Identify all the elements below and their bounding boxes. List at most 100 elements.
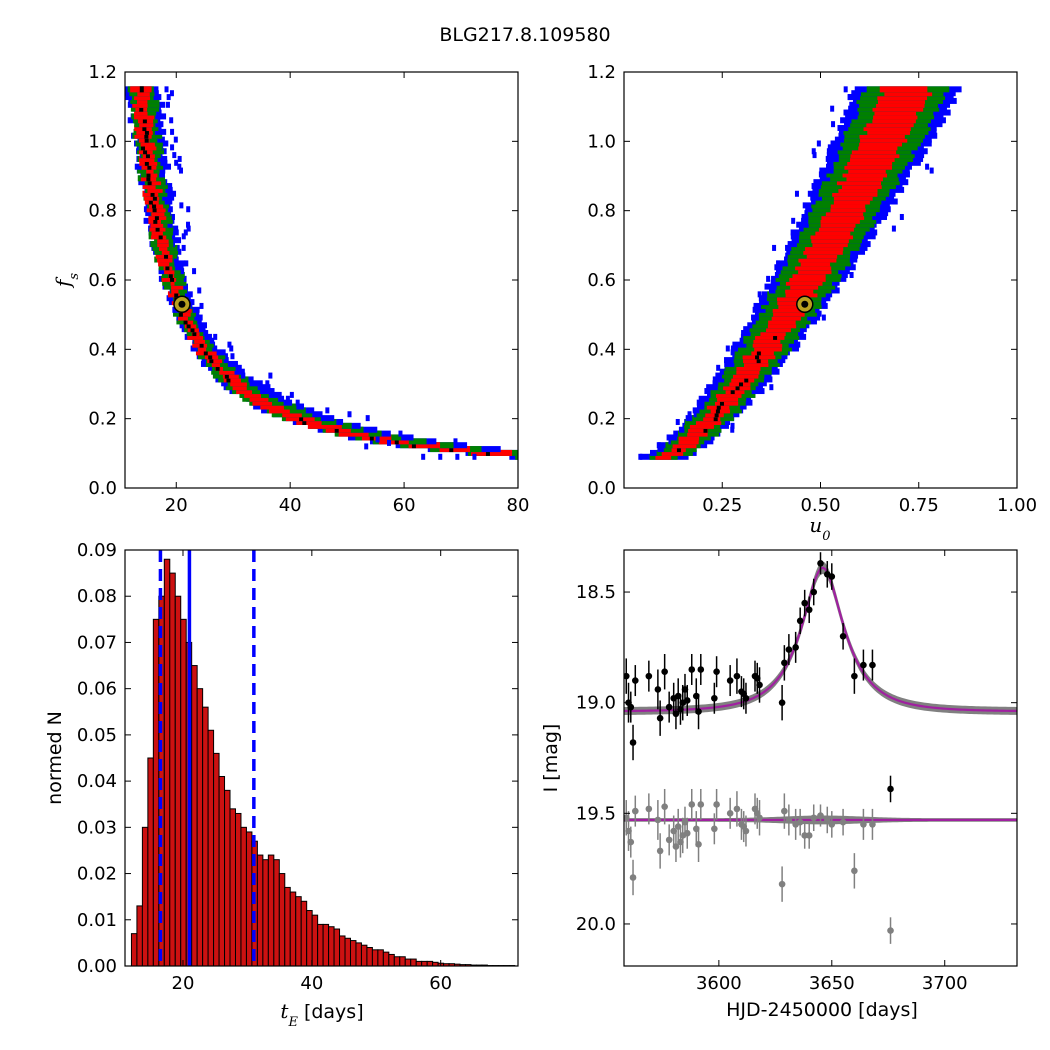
sample-point bbox=[140, 144, 145, 151]
histogram-bar bbox=[399, 956, 406, 966]
cell-band bbox=[805, 244, 844, 251]
cell-band bbox=[523, 454, 556, 460]
histogram-bar bbox=[404, 958, 412, 966]
cell-band bbox=[207, 357, 223, 364]
cell-speck bbox=[197, 287, 202, 294]
cell-speck bbox=[535, 446, 539, 452]
data-point bbox=[654, 686, 662, 693]
cell-speck bbox=[164, 86, 169, 93]
cell-band bbox=[223, 376, 241, 383]
sample-point bbox=[150, 190, 155, 197]
cell-speck bbox=[472, 453, 477, 460]
histogram-bar bbox=[273, 859, 280, 966]
cell-band bbox=[850, 155, 895, 162]
histogram-bar bbox=[169, 572, 176, 966]
p2-ytick-label: 0.07 bbox=[77, 632, 117, 653]
cell-band bbox=[790, 283, 819, 290]
data-point bbox=[869, 661, 876, 669]
cell-band bbox=[222, 372, 239, 379]
residual-point bbox=[756, 814, 763, 822]
cell-speck bbox=[177, 163, 182, 170]
histogram-bar bbox=[191, 665, 198, 966]
cell-band bbox=[743, 357, 769, 364]
cell-speck bbox=[847, 94, 852, 101]
cell-band bbox=[866, 121, 914, 128]
cell-band bbox=[810, 233, 854, 240]
cell-speck bbox=[199, 302, 204, 309]
cell-band bbox=[705, 411, 724, 418]
cell-speck bbox=[227, 341, 232, 348]
cell-speck bbox=[213, 333, 218, 340]
cell-band bbox=[134, 109, 148, 116]
histogram-bar bbox=[163, 558, 171, 966]
cell-band bbox=[170, 279, 175, 286]
histogram-bar bbox=[317, 923, 324, 966]
histogram-bar bbox=[295, 896, 302, 966]
cell-band bbox=[185, 318, 194, 325]
sample-point bbox=[145, 152, 150, 159]
cell-speck bbox=[438, 453, 443, 460]
light-curve-layer bbox=[624, 552, 1017, 944]
cell-band bbox=[879, 86, 928, 93]
data-point bbox=[817, 559, 824, 567]
residual-point bbox=[688, 801, 696, 808]
residual-point bbox=[627, 838, 635, 846]
cell-speck bbox=[821, 314, 826, 321]
residual-point bbox=[823, 816, 831, 824]
cell-band bbox=[820, 217, 860, 224]
sample-point bbox=[144, 159, 149, 166]
cell-speck bbox=[170, 144, 175, 151]
cell-speck bbox=[730, 426, 735, 433]
cell-band bbox=[696, 418, 722, 425]
sample-point bbox=[485, 449, 490, 456]
cell-band bbox=[142, 190, 159, 197]
cell-band bbox=[158, 260, 170, 267]
residual-point bbox=[733, 805, 741, 813]
data-point bbox=[742, 694, 750, 702]
sample-point bbox=[139, 86, 144, 93]
histogram-bar bbox=[141, 826, 149, 966]
sample-point bbox=[744, 376, 749, 383]
residual-point bbox=[860, 821, 867, 828]
p1-xtick-label: 0.50 bbox=[800, 495, 840, 516]
residual-point bbox=[629, 874, 637, 881]
data-point bbox=[665, 703, 673, 711]
sample-point bbox=[152, 206, 157, 213]
cell-speck bbox=[230, 353, 235, 360]
cell-speck bbox=[849, 272, 854, 279]
cell-band bbox=[194, 337, 206, 344]
residual-point bbox=[805, 832, 813, 839]
cell-band bbox=[244, 391, 262, 398]
residual-point bbox=[695, 840, 702, 848]
histogram-bar bbox=[284, 886, 291, 966]
cell-speck bbox=[184, 260, 189, 267]
p1-ytick-label: 0.2 bbox=[587, 409, 616, 430]
data-point bbox=[656, 714, 664, 722]
residual-point bbox=[817, 812, 824, 819]
cell-band bbox=[179, 310, 191, 317]
cell-band bbox=[151, 229, 163, 236]
cell-band bbox=[198, 345, 207, 352]
ylabel-I-mag: I [mag] bbox=[540, 724, 562, 793]
cell-band bbox=[157, 256, 173, 263]
cell-speck bbox=[166, 94, 171, 101]
cell-band bbox=[167, 291, 180, 298]
sample-point bbox=[299, 415, 304, 422]
residual-point bbox=[654, 816, 662, 824]
heatmap-cells bbox=[125, 86, 556, 460]
histogram-bar bbox=[224, 789, 231, 966]
cell-band bbox=[766, 326, 791, 333]
panel-light-curve: 3600 3650 3700 18.5 19.0 19.5 20.0 I [mag] HJD… bbox=[540, 549, 1018, 1021]
p0-xtick-label: 80 bbox=[507, 495, 530, 516]
cell-band bbox=[842, 171, 888, 178]
cell-band bbox=[811, 237, 849, 244]
histogram-bar bbox=[388, 953, 395, 966]
histogram-bar bbox=[344, 937, 351, 966]
cell-band bbox=[148, 179, 162, 186]
cell-band bbox=[815, 229, 851, 236]
residual-point bbox=[887, 927, 894, 934]
cell-band bbox=[157, 237, 169, 244]
cell-band bbox=[860, 136, 908, 143]
histogram-bar bbox=[426, 960, 434, 966]
p2-ytick-label: 0.05 bbox=[77, 725, 117, 746]
